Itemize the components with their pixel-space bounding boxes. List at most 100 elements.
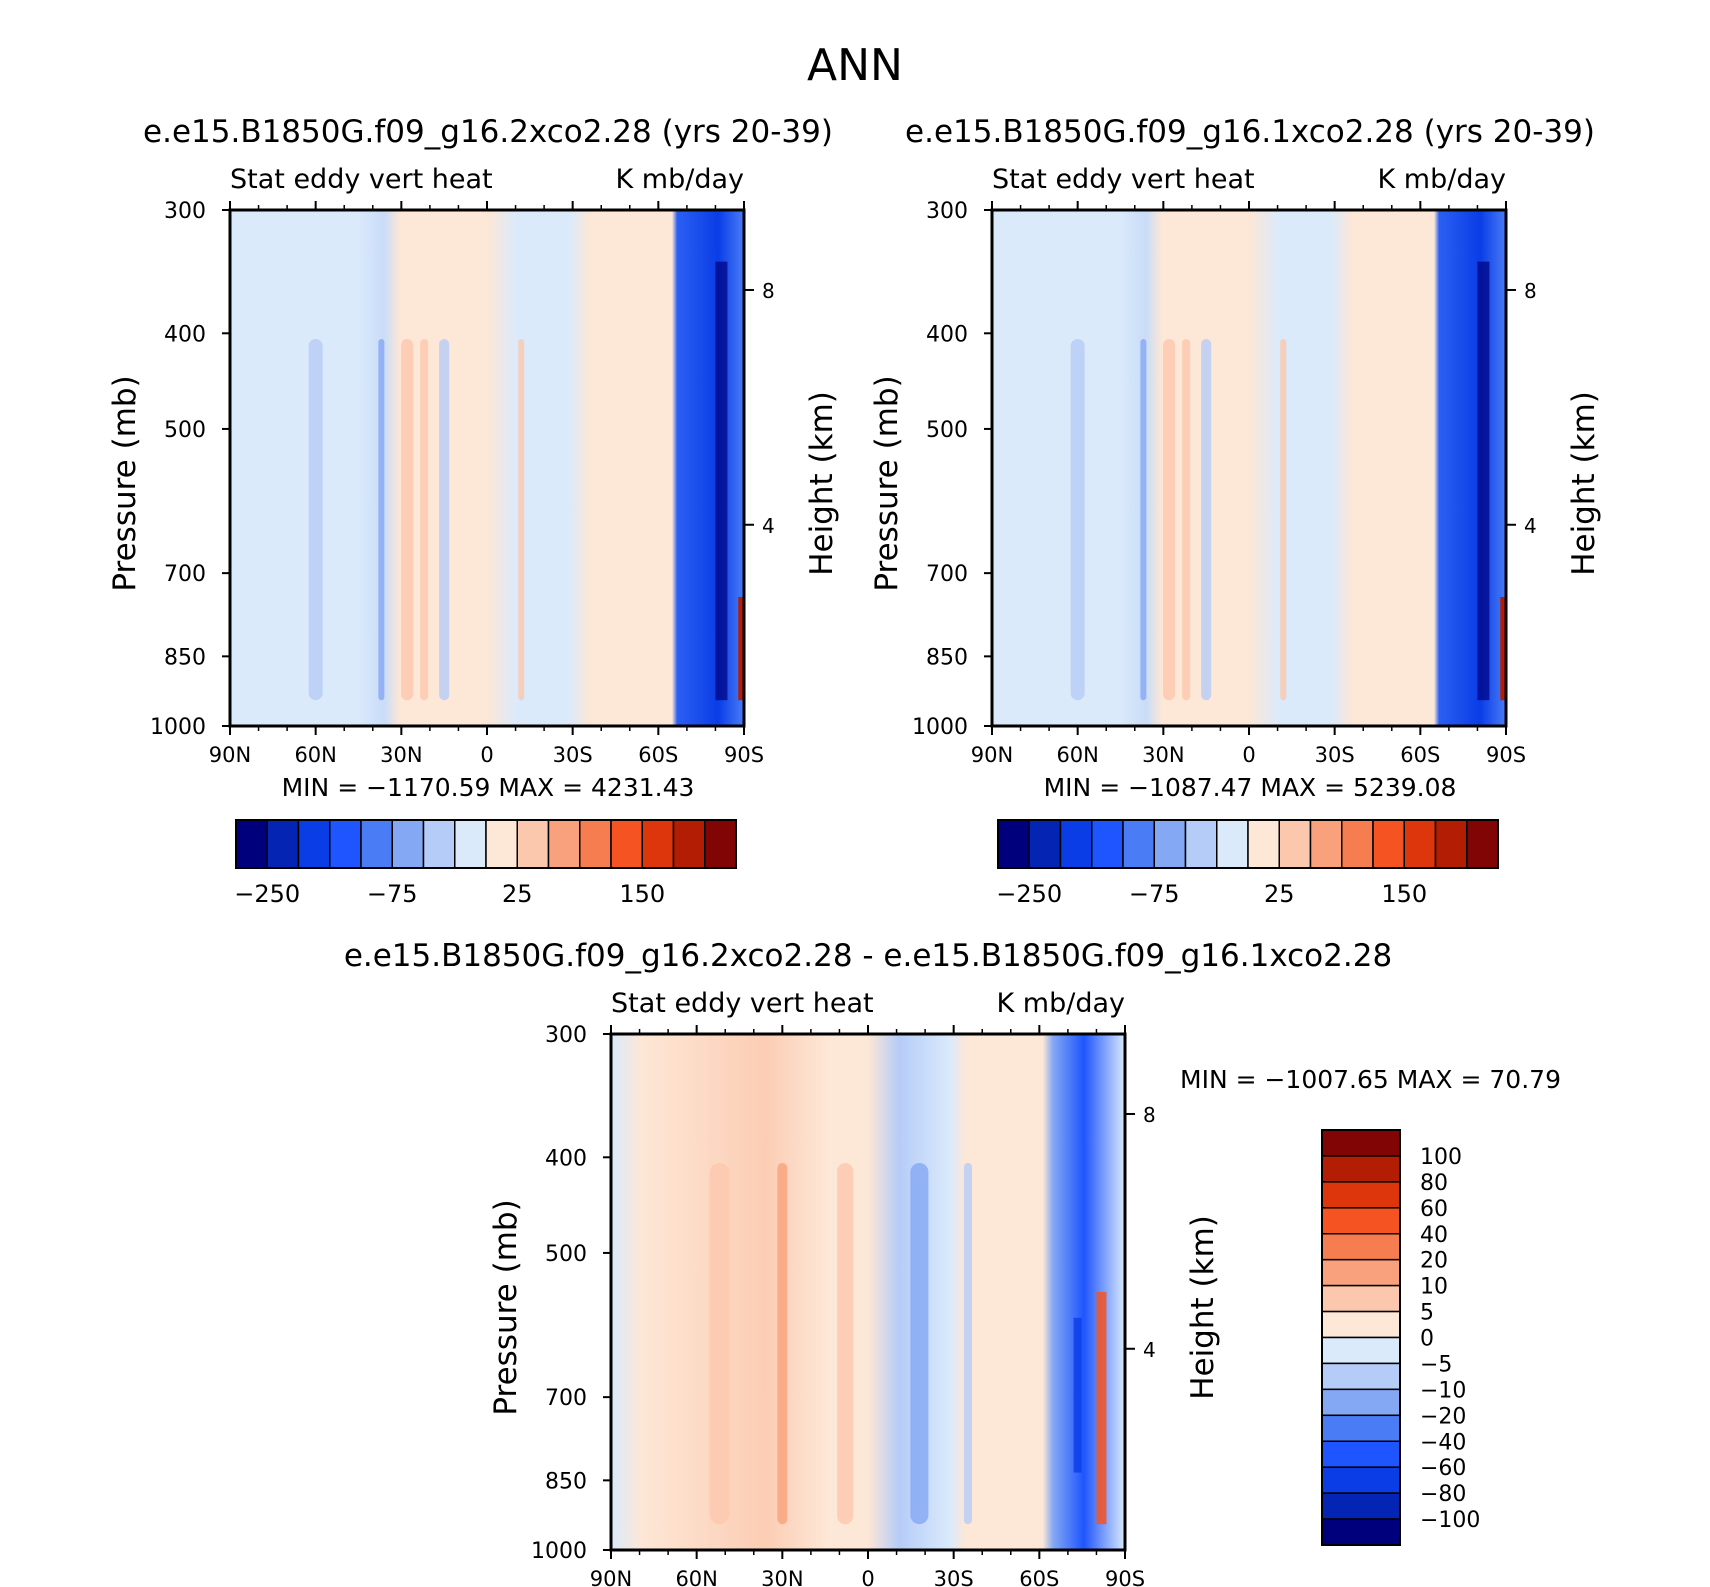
height-tick-label: 4 bbox=[1143, 1338, 1156, 1362]
colorbar-swatch bbox=[297, 819, 331, 869]
colorbar-swatch bbox=[1372, 819, 1405, 869]
figure-title: ANN bbox=[807, 40, 903, 91]
y-tick-label: 700 bbox=[545, 1386, 587, 1411]
colorbar-tick-label: 150 bbox=[1381, 880, 1427, 908]
y-tick-label: 1000 bbox=[150, 715, 206, 740]
x-tick-label: 0 bbox=[1242, 743, 1255, 767]
x-tick-label: 0 bbox=[480, 743, 493, 767]
contour-streak bbox=[1096, 1292, 1107, 1525]
panel-title: e.e15.B1850G.f09_g16.2xco2.28 - e.e15.B1… bbox=[344, 938, 1392, 974]
y-tick-label: 500 bbox=[545, 1242, 587, 1267]
x-tick-label: 90S bbox=[1486, 743, 1526, 767]
colorbar-swatch bbox=[516, 819, 550, 869]
colorbar-swatch bbox=[1341, 819, 1374, 869]
colorbar-tick-label: −20 bbox=[1420, 1404, 1466, 1429]
variable-label: Stat eddy vert heat bbox=[992, 164, 1255, 195]
min-max-label: MIN = −1007.65 MAX = 70.79 bbox=[1180, 1065, 1561, 1094]
x-tick-label: 30N bbox=[761, 1567, 803, 1587]
colorbar-tick-label: 0 bbox=[1420, 1327, 1434, 1352]
colorbar-swatch bbox=[1403, 819, 1437, 869]
panel-title: e.e15.B1850G.f09_g16.2xco2.28 (yrs 20-39… bbox=[143, 114, 833, 150]
colorbar-tick-label: 20 bbox=[1420, 1249, 1448, 1274]
y-tick-label: 400 bbox=[164, 322, 206, 347]
colorbar-swatch bbox=[391, 819, 425, 869]
height-tick-label: 8 bbox=[762, 279, 775, 303]
contour-streak bbox=[420, 339, 429, 701]
colorbar-swatch bbox=[1321, 1258, 1401, 1287]
colorbar-tick-label: −60 bbox=[1420, 1456, 1466, 1481]
x-tick-label: 90S bbox=[1105, 1567, 1145, 1587]
colorbar-swatch bbox=[1309, 819, 1343, 869]
x-tick-label: 30N bbox=[1142, 743, 1184, 767]
colorbar-swatch bbox=[422, 819, 456, 869]
colorbar-swatch bbox=[1321, 1388, 1401, 1417]
colorbar-swatch bbox=[997, 819, 1030, 869]
contour-streak bbox=[1163, 339, 1176, 701]
contour-streak bbox=[1140, 339, 1147, 701]
colorbar-swatch bbox=[704, 819, 737, 869]
colorbar-swatch bbox=[1184, 819, 1218, 869]
y-tick-label: 850 bbox=[926, 645, 968, 670]
right-axis-label: Height (km) bbox=[1566, 391, 1602, 576]
colorbar-swatch bbox=[1321, 1414, 1401, 1442]
contour-streak bbox=[308, 339, 323, 701]
colorbar-swatch bbox=[485, 819, 518, 869]
colorbar-swatch bbox=[1321, 1492, 1401, 1520]
colorbar-frame bbox=[1321, 1129, 1401, 1546]
contour-streak bbox=[439, 339, 450, 701]
colorbar-swatch bbox=[1321, 1181, 1401, 1209]
contour-streak bbox=[378, 339, 385, 701]
colorbar-swatch bbox=[329, 819, 362, 869]
x-tick-label: 60N bbox=[675, 1567, 717, 1587]
units-label: K mb/day bbox=[997, 988, 1126, 1019]
panel-title: e.e15.B1850G.f09_g16.1xco2.28 (yrs 20-39… bbox=[905, 114, 1595, 150]
colorbar-tick-label: 25 bbox=[1264, 880, 1295, 908]
contour-streak bbox=[715, 261, 728, 701]
contour-streak bbox=[1073, 1317, 1082, 1473]
x-tick-label: 90N bbox=[971, 743, 1013, 767]
x-tick-label: 60S bbox=[1019, 1567, 1059, 1587]
x-tick-label: 60N bbox=[294, 743, 336, 767]
colorbar-swatch bbox=[1247, 819, 1280, 869]
y-tick-label: 500 bbox=[164, 418, 206, 443]
colorbar-tick-label: −10 bbox=[1420, 1378, 1466, 1403]
colorbar-swatch bbox=[641, 819, 675, 869]
x-tick-label: 0 bbox=[861, 1567, 874, 1587]
panel-2xco2: e.e15.B1850G.f09_g16.2xco2.28 (yrs 20-39… bbox=[107, 114, 840, 908]
y-tick-label: 300 bbox=[926, 199, 968, 224]
colorbar-swatch bbox=[360, 819, 393, 869]
contour-field bbox=[611, 1034, 1125, 1550]
x-tick-label: 30S bbox=[934, 1567, 974, 1587]
colorbar-swatch bbox=[1321, 1207, 1401, 1235]
colorbar-tick-label: −5 bbox=[1420, 1352, 1452, 1377]
min-max-label: MIN = −1087.47 MAX = 5239.08 bbox=[1044, 773, 1457, 802]
contour-field bbox=[992, 210, 1506, 726]
colorbar-swatch bbox=[610, 819, 643, 869]
right-axis-label: Height (km) bbox=[1185, 1215, 1221, 1400]
y-tick-label: 850 bbox=[164, 645, 206, 670]
y-axis-label: Pressure (mb) bbox=[107, 375, 143, 591]
colorbar-tick-label: 25 bbox=[502, 880, 533, 908]
colorbar-swatch bbox=[579, 819, 612, 869]
colorbar-tick-label: −80 bbox=[1420, 1482, 1466, 1507]
contour-streak bbox=[401, 339, 414, 701]
x-tick-label: 90S bbox=[724, 743, 764, 767]
height-tick-label: 4 bbox=[762, 514, 775, 538]
x-tick-label: 30S bbox=[1315, 743, 1355, 767]
y-tick-label: 700 bbox=[926, 562, 968, 587]
y-tick-label: 1000 bbox=[912, 715, 968, 740]
contour-streak bbox=[738, 597, 745, 701]
min-max-label: MIN = −1170.59 MAX = 4231.43 bbox=[282, 773, 695, 802]
colorbar-swatch bbox=[1321, 1440, 1401, 1468]
colorbar-tick-label: 80 bbox=[1420, 1171, 1448, 1196]
y-tick-label: 300 bbox=[545, 1023, 587, 1048]
colorbar-tick-label: 60 bbox=[1420, 1197, 1448, 1222]
y-axis-label: Pressure (mb) bbox=[488, 1199, 524, 1415]
y-tick-label: 850 bbox=[545, 1469, 587, 1494]
colorbar-frame bbox=[997, 819, 1499, 869]
colorbar-tick-label: 10 bbox=[1420, 1275, 1448, 1300]
contour-streak bbox=[1201, 339, 1212, 701]
x-tick-label: 30N bbox=[380, 743, 422, 767]
colorbar-tick-label: −250 bbox=[996, 880, 1062, 908]
colorbar-tick-label: −100 bbox=[1420, 1508, 1480, 1533]
